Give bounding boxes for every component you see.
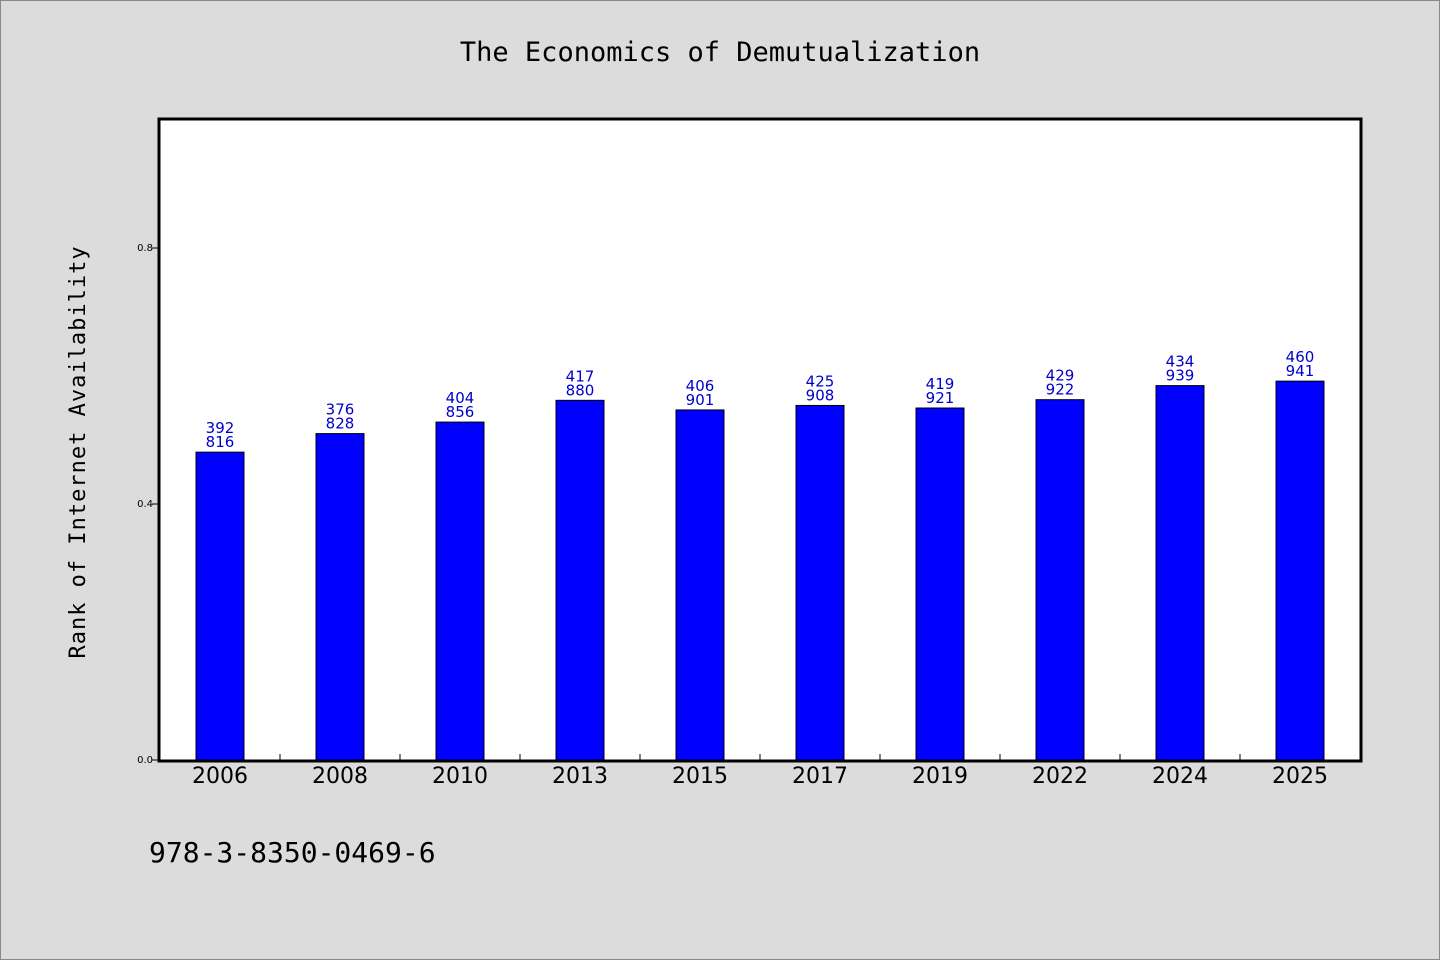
data-label-bottom: 856 <box>446 403 475 421</box>
bar <box>1275 380 1325 761</box>
bar <box>315 433 365 761</box>
bar <box>1035 399 1085 761</box>
bar <box>795 404 845 761</box>
data-label-top: 434 <box>1166 353 1195 371</box>
data-label-top: 404 <box>446 389 475 407</box>
data-label-bottom: 901 <box>686 391 715 409</box>
data-label-top: 425 <box>806 372 835 390</box>
data-label-top: 417 <box>566 367 595 385</box>
x-tick-label: 2022 <box>1032 764 1088 789</box>
data-label-top: 429 <box>1046 367 1075 385</box>
data-label-top: 406 <box>686 377 715 395</box>
data-label-bottom: 921 <box>926 389 955 407</box>
bar <box>555 399 605 761</box>
data-label-top: 376 <box>326 401 355 419</box>
data-label-top: 419 <box>926 375 955 393</box>
data-label-top: 460 <box>1286 348 1315 366</box>
x-tick-label: 2015 <box>672 764 728 789</box>
y-tick-label: 0.8 <box>137 243 153 254</box>
y-axis-label: Rank of Internet Availability <box>66 245 91 658</box>
x-tick-label: 2024 <box>1152 764 1208 789</box>
bar <box>915 407 965 761</box>
bar <box>675 409 725 761</box>
x-tick-label: 2008 <box>312 764 368 789</box>
data-label-bottom: 922 <box>1046 381 1075 399</box>
x-tick-label: 2017 <box>792 764 848 789</box>
x-axis-ticks: 2006 2008 2010 2013 2015 2017 2019 2022 2024 2025 <box>192 754 1328 789</box>
bar <box>195 451 245 761</box>
x-tick-label: 2010 <box>432 764 488 789</box>
y-tick-label: 0.0 <box>137 755 153 766</box>
x-tick-label: 2013 <box>552 764 608 789</box>
x-tick-label: 2019 <box>912 764 968 789</box>
bar <box>435 421 485 761</box>
data-label-top: 392 <box>206 419 235 437</box>
data-label-bottom: 941 <box>1286 362 1315 380</box>
chart-title: The Economics of Demutualization <box>460 37 980 68</box>
x-tick-label: 2025 <box>1272 764 1328 789</box>
data-label-bottom: 880 <box>566 381 595 399</box>
data-label-bottom: 908 <box>806 386 835 404</box>
y-axis-ticks: 0.0 0.4 0.8 <box>137 243 160 766</box>
bars-group <box>195 380 1325 761</box>
isbn-footer: 978-3-8350-0469-6 <box>149 836 436 869</box>
y-tick-label: 0.4 <box>137 499 153 510</box>
data-label-bottom: 816 <box>206 433 235 451</box>
data-label-bottom: 939 <box>1166 367 1195 385</box>
bar <box>1155 385 1205 761</box>
data-label-bottom: 828 <box>326 415 355 433</box>
x-tick-label: 2006 <box>192 764 248 789</box>
